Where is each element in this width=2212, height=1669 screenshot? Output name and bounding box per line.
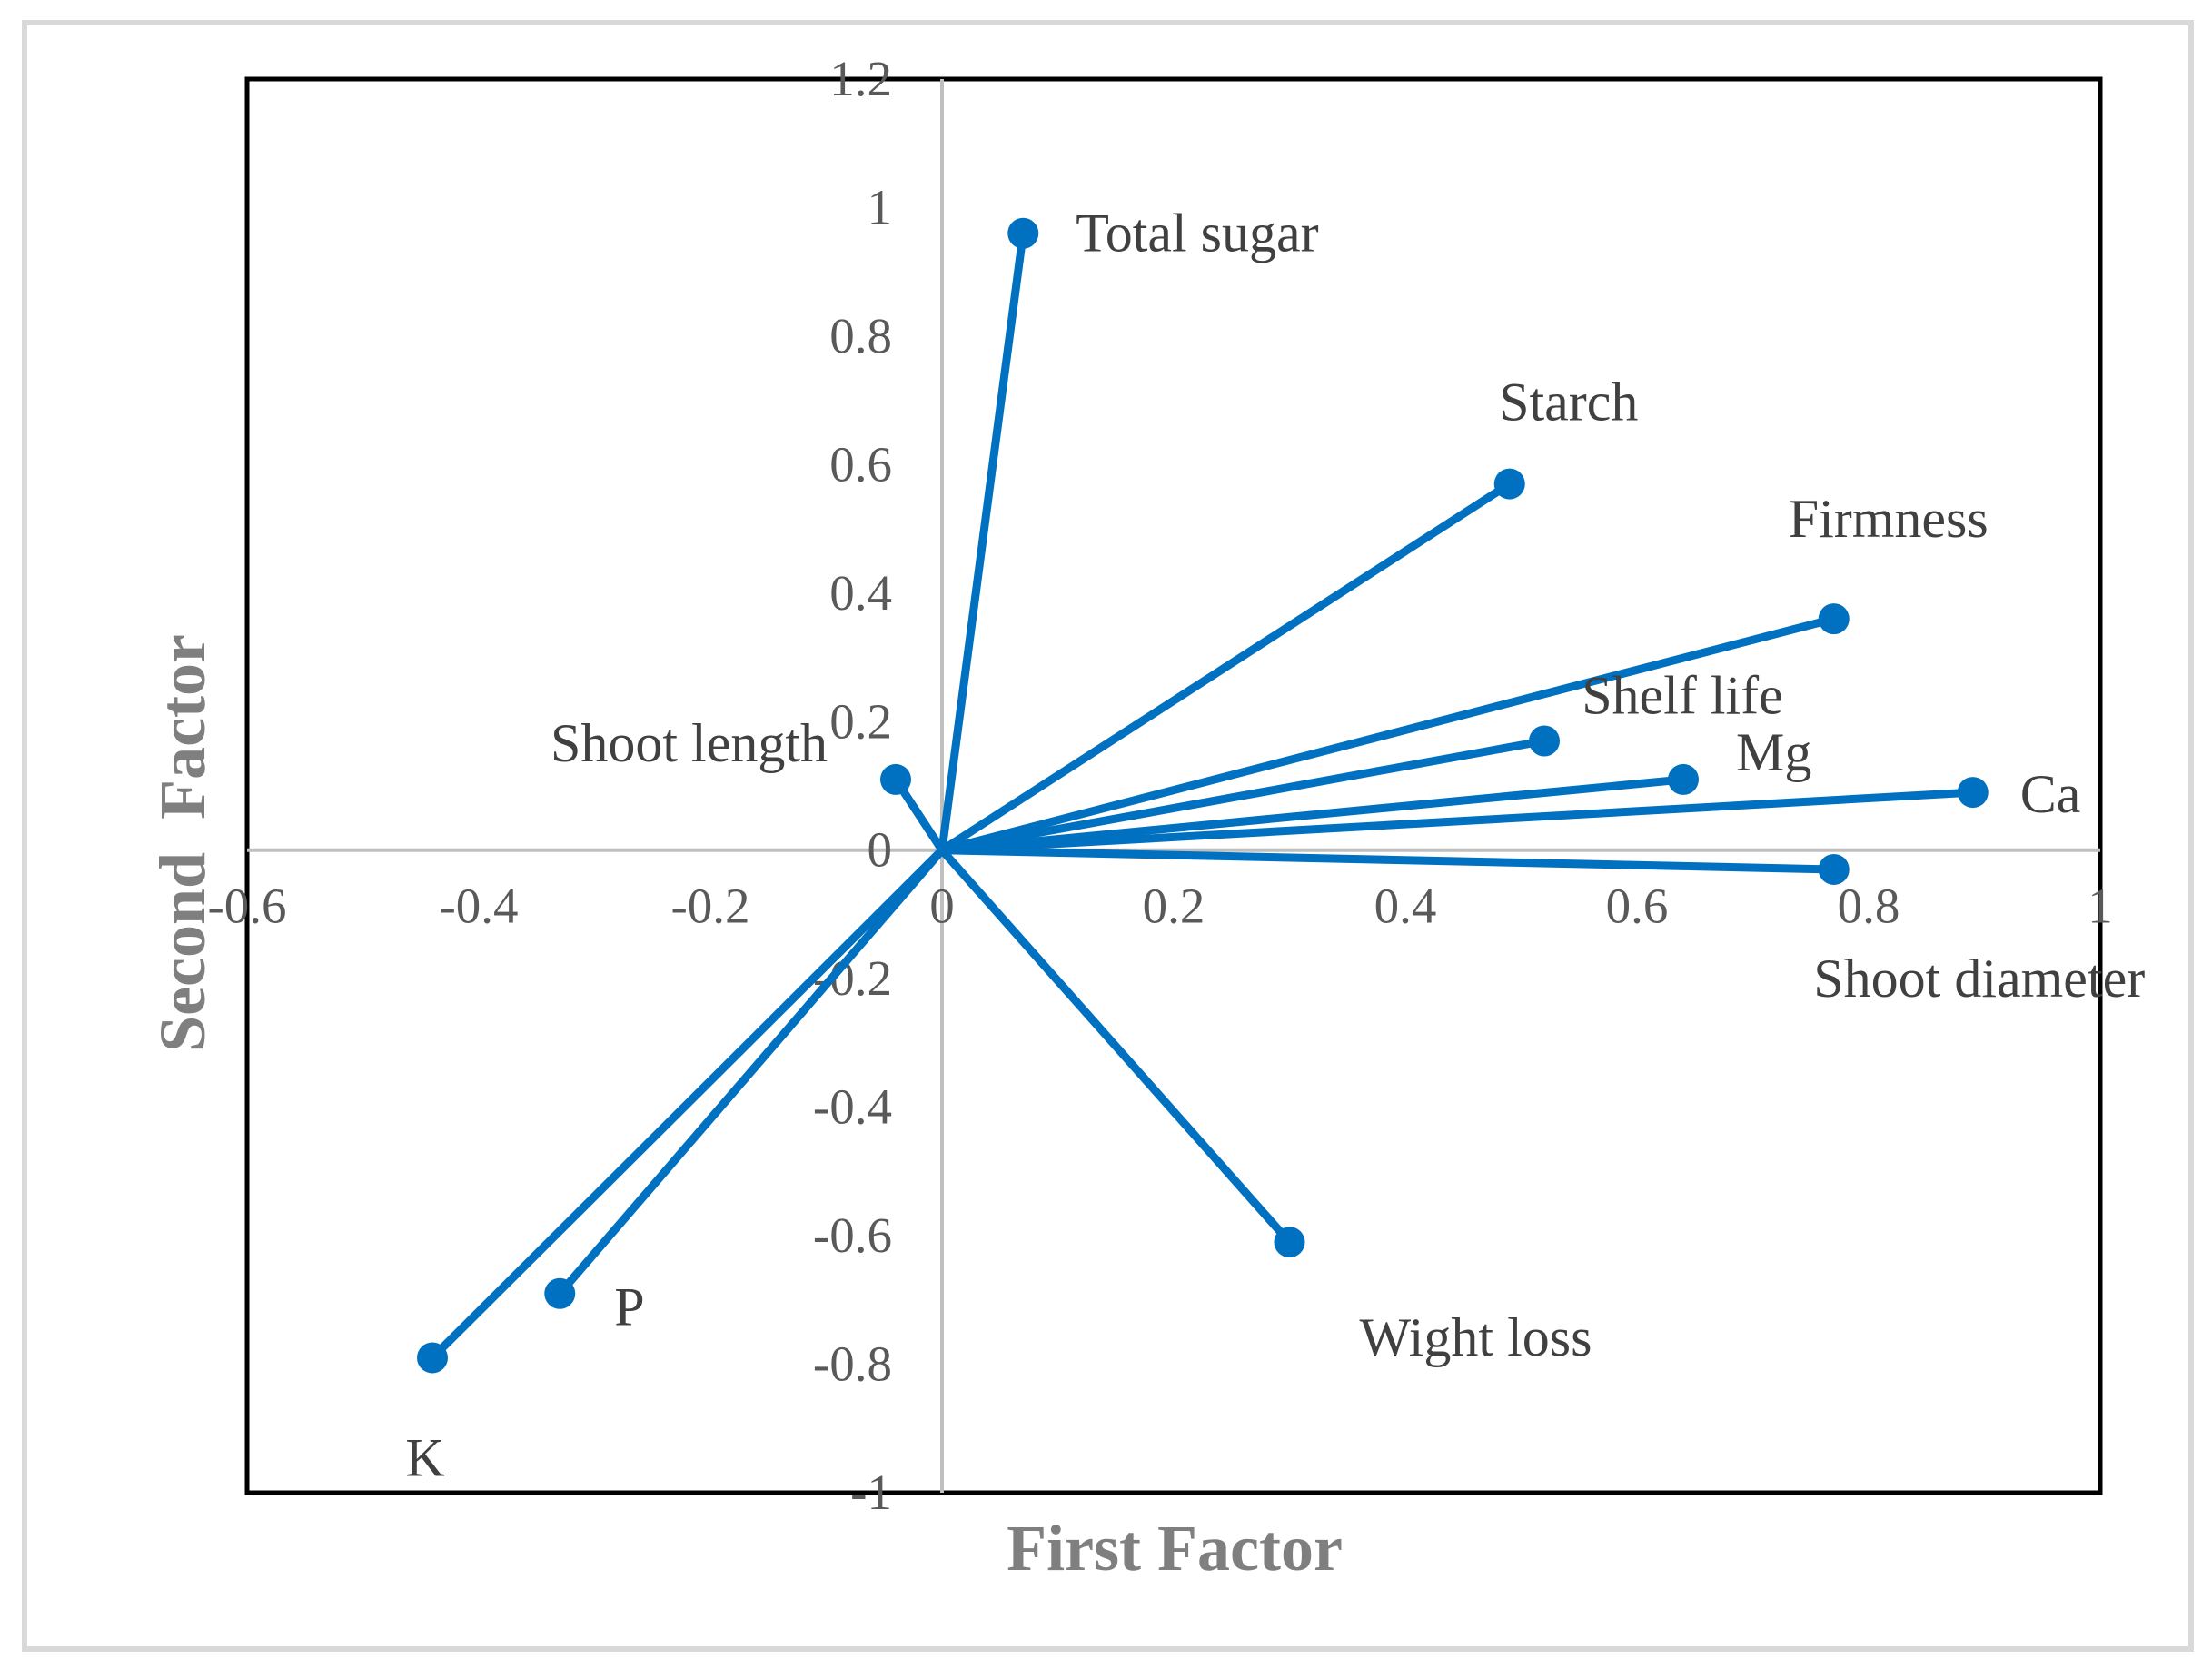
y-tick-label: 1 xyxy=(868,179,893,234)
point-shoot-length xyxy=(880,763,911,795)
point-total-sugar xyxy=(1007,217,1039,249)
loading-vectors xyxy=(417,217,1989,1374)
point-label-mg: Mg xyxy=(1736,722,1811,782)
point-shoot-diameter xyxy=(1818,853,1850,885)
y-tick-label: 1.2 xyxy=(829,51,892,106)
vector-line-k xyxy=(428,846,947,1362)
x-tick-labels: -0.6 -0.4 -0.2 0 0.2 0.4 0.6 0.8 1 xyxy=(207,879,2112,934)
point-starch xyxy=(1493,468,1525,500)
point-label-total-sugar: Total sugar xyxy=(1076,204,1318,263)
point-label-firmness: Firmness xyxy=(1789,489,1989,549)
point-label-wight-loss: Wight loss xyxy=(1360,1307,1592,1367)
x-axis-title: First Factor xyxy=(1007,1512,1343,1585)
vector-line-shoot-diameter xyxy=(937,846,1839,874)
point-label-shelf-life: Shelf life xyxy=(1582,665,1783,725)
point-label-p: P xyxy=(614,1277,644,1337)
point-label-shoot-diameter: Shoot diameter xyxy=(1813,949,2145,1008)
plot-area-frame xyxy=(244,76,2103,1495)
point-mg xyxy=(1668,763,1699,795)
vector-line-starch xyxy=(937,480,1514,855)
x-tick-label: -0.6 xyxy=(207,879,286,934)
y-tick-label: 0.8 xyxy=(829,308,892,363)
y-tick-label: -0.8 xyxy=(813,1336,892,1392)
y-tick-label: -0.4 xyxy=(813,1079,892,1135)
x-tick-label: -0.4 xyxy=(439,879,518,934)
y-tick-label: -0.6 xyxy=(813,1207,892,1263)
point-k xyxy=(417,1342,448,1374)
point-firmness xyxy=(1818,603,1850,635)
point-label-shoot-length: Shoot length xyxy=(551,713,828,773)
x-tick-label: 0.4 xyxy=(1374,879,1437,934)
x-tick-label: -0.2 xyxy=(670,879,749,934)
y-tick-label: 0 xyxy=(868,822,893,878)
point-shelf-life xyxy=(1529,725,1560,757)
vector-line-shelf-life xyxy=(937,736,1549,855)
y-tick-label: -1 xyxy=(850,1465,892,1520)
vector-line-mg xyxy=(937,775,1688,855)
y-tick-label: 0.4 xyxy=(829,565,892,621)
x-tick-label: 0 xyxy=(929,879,955,934)
x-tick-label: 1 xyxy=(2088,879,2113,934)
point-label-k: K xyxy=(405,1427,444,1487)
x-tick-label: 0.8 xyxy=(1838,879,1900,934)
vector-line-firmness xyxy=(937,614,1839,855)
point-label-ca: Ca xyxy=(2020,764,2081,824)
y-axis-title: Second Factor xyxy=(146,634,219,1052)
x-tick-label: 0.2 xyxy=(1143,879,1205,934)
vector-line-total-sugar xyxy=(937,229,1027,855)
vector-line-wight-loss xyxy=(937,846,1294,1247)
y-tick-label: 0.6 xyxy=(829,436,892,492)
point-ca xyxy=(1957,777,1989,809)
x-tick-label: 0.6 xyxy=(1606,879,1669,934)
point-label-starch: Starch xyxy=(1499,373,1638,432)
point-p xyxy=(544,1277,576,1309)
point-wight-loss xyxy=(1274,1227,1305,1258)
y-tick-label: 0.2 xyxy=(829,693,892,749)
vector-line-ca xyxy=(937,788,1978,855)
vector-line-p xyxy=(555,846,947,1298)
y-tick-labels: -1-0.8-0.6-0.4-0.200.20.40.60.811.2 xyxy=(813,51,892,1520)
